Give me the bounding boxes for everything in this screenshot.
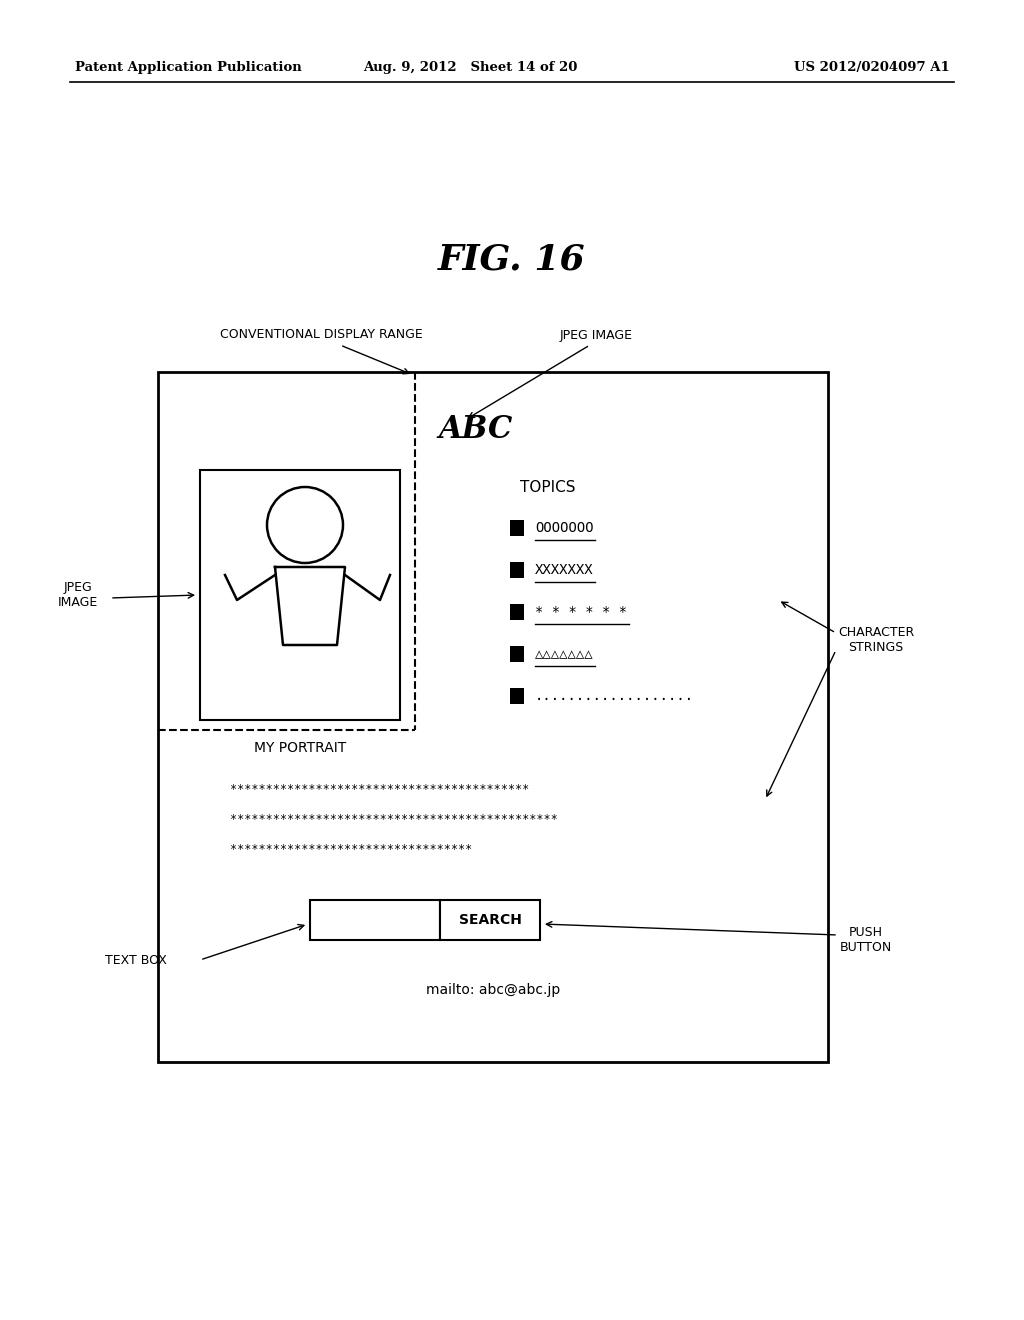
Text: US 2012/0204097 A1: US 2012/0204097 A1 (795, 62, 950, 74)
Text: XXXXXXX: XXXXXXX (535, 564, 594, 577)
Text: **********************************: ********************************** (230, 843, 472, 857)
Bar (200, 470, 400, 719)
Text: Aug. 9, 2012   Sheet 14 of 20: Aug. 9, 2012 Sheet 14 of 20 (362, 62, 578, 74)
Text: mailto: abc@abc.jp: mailto: abc@abc.jp (426, 983, 560, 997)
Text: TOPICS: TOPICS (520, 480, 575, 495)
Text: CHARACTER
STRINGS: CHARACTER STRINGS (838, 626, 914, 653)
Text: SEARCH: SEARCH (459, 913, 521, 927)
Bar (510, 688, 524, 704)
Bar (510, 562, 524, 578)
Bar (510, 645, 524, 663)
Text: TEXT BOX: TEXT BOX (105, 953, 167, 966)
Text: ABC: ABC (438, 414, 512, 446)
Text: MY PORTRAIT: MY PORTRAIT (254, 741, 346, 755)
Bar (158, 372, 828, 1063)
Bar (440, 900, 540, 940)
Bar (510, 520, 524, 536)
Text: JPEG IMAGE: JPEG IMAGE (560, 329, 633, 342)
Text: Patent Application Publication: Patent Application Publication (75, 62, 302, 74)
Text: JPEG
IMAGE: JPEG IMAGE (58, 581, 98, 609)
Text: CONVENTIONAL DISPLAY RANGE: CONVENTIONAL DISPLAY RANGE (220, 329, 423, 342)
Text: PUSH
BUTTON: PUSH BUTTON (840, 927, 892, 954)
Text: **********************************************: ****************************************… (230, 813, 558, 826)
Bar (310, 900, 440, 940)
Text: △△△△△△△: △△△△△△△ (535, 647, 594, 661)
Text: ...................: ................... (535, 689, 694, 704)
Text: OOOOOOO: OOOOOOO (535, 521, 594, 535)
Text: ******************************************: ****************************************… (230, 784, 529, 796)
Text: FIG. 16: FIG. 16 (438, 243, 586, 277)
Bar (510, 605, 524, 620)
Text: * * * * * *: * * * * * * (535, 605, 627, 619)
